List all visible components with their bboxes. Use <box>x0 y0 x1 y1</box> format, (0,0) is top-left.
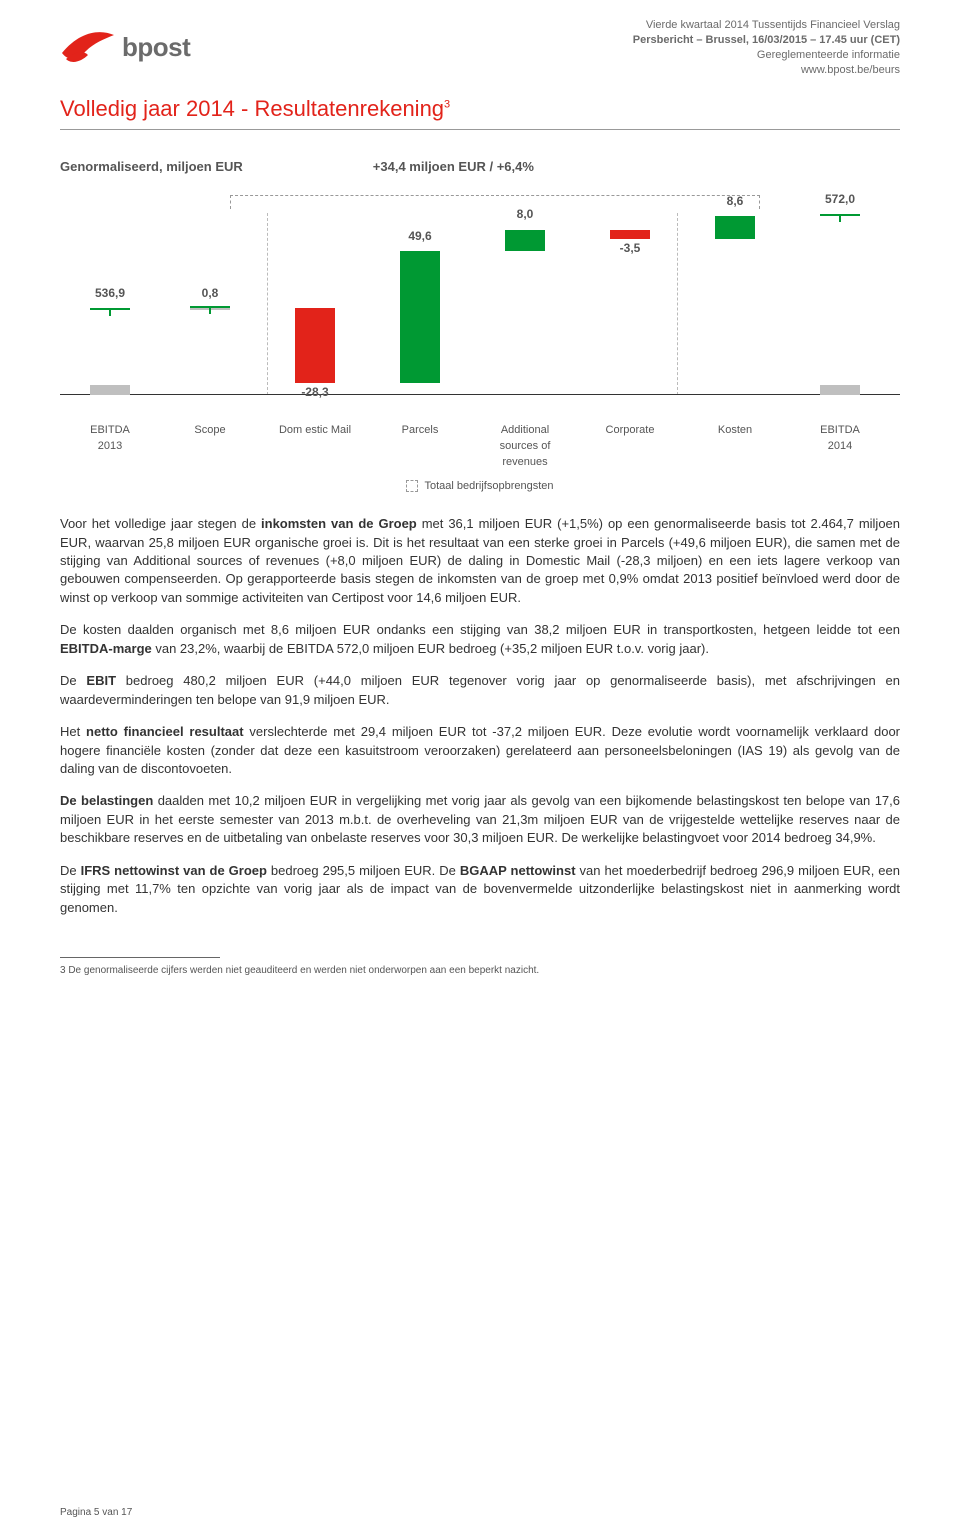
legend-swatch <box>406 480 418 492</box>
chart-baseline <box>60 394 900 395</box>
bpost-logo-icon <box>60 29 116 67</box>
subtitle-left: Genormaliseerd, miljoen EUR <box>60 158 243 177</box>
logo-text: bpost <box>122 29 190 67</box>
page-title: Volledig jaar 2014 - Resultatenrekening3 <box>60 93 900 125</box>
axis-label: EBITDA 2013 <box>70 423 150 455</box>
body-text: Voor het volledige jaar stegen de inkoms… <box>60 515 900 917</box>
axis-label: Additional sources of revenues <box>485 423 565 471</box>
header-line1: Vierde kwartaal 2014 Tussentijds Financi… <box>633 18 900 33</box>
body-paragraph: Het netto financieel resultaat verslecht… <box>60 723 900 778</box>
title-text: Volledig jaar 2014 - Resultatenrekening <box>60 96 444 121</box>
subtitle-right: +34,4 miljoen EUR / +6,4% <box>373 158 534 177</box>
page-footer: Pagina 5 van 17 <box>60 1506 132 1521</box>
header-line2: Persbericht – Brussel, 16/03/2015 – 17.4… <box>633 33 900 48</box>
axis-label: Kosten <box>695 423 775 439</box>
header-line4: www.bpost.be/beurs <box>633 63 900 78</box>
chart-bar-label: -28,3 <box>275 384 355 401</box>
footnote-rule <box>60 957 220 958</box>
body-paragraph: De kosten daalden organisch met 8,6 milj… <box>60 621 900 658</box>
chart-bar-label: -3,5 <box>590 240 670 257</box>
body-paragraph: De EBIT bedroeg 480,2 miljoen EUR (+44,0… <box>60 672 900 709</box>
chart-bar-label: 8,0 <box>485 206 565 223</box>
title-rule <box>60 129 900 130</box>
logo: bpost <box>60 18 190 77</box>
chart-axis: EBITDA 2013 Scope Dom estic Mail Parcels Add… <box>60 423 900 469</box>
legend-text: Totaal bedrijfsopbrengsten <box>424 480 553 492</box>
axis-label: Parcels <box>380 423 460 439</box>
chart-bar-label: 49,6 <box>380 228 460 245</box>
header-meta: Vierde kwartaal 2014 Tussentijds Financi… <box>633 18 900 77</box>
chart-bar-label: 8,6 <box>695 193 775 210</box>
body-paragraph: Voor het volledige jaar stegen de inkoms… <box>60 515 900 607</box>
chart-bar-label: 0,8 <box>170 285 250 302</box>
axis-label: Scope <box>170 423 250 439</box>
title-sup: 3 <box>444 99 450 111</box>
footnote: 3 De genormaliseerde cijfers werden niet… <box>60 964 900 979</box>
chart-bar-label: 536,9 <box>70 285 150 302</box>
body-paragraph: De IFRS nettowinst van de Groep bedroeg … <box>60 862 900 917</box>
axis-label: Dom estic Mail <box>275 423 355 439</box>
body-paragraph: De belastingen daalden met 10,2 miljoen … <box>60 792 900 847</box>
chart-bar-label: 572,0 <box>800 191 880 208</box>
header-line3: Gereglementeerde informatie <box>633 48 900 63</box>
axis-label: Corporate <box>590 423 670 439</box>
axis-label: EBITDA 2014 <box>800 423 880 455</box>
waterfall-chart: 536,90,8-28,349,68,0-3,58,6572,0 <box>60 195 900 415</box>
